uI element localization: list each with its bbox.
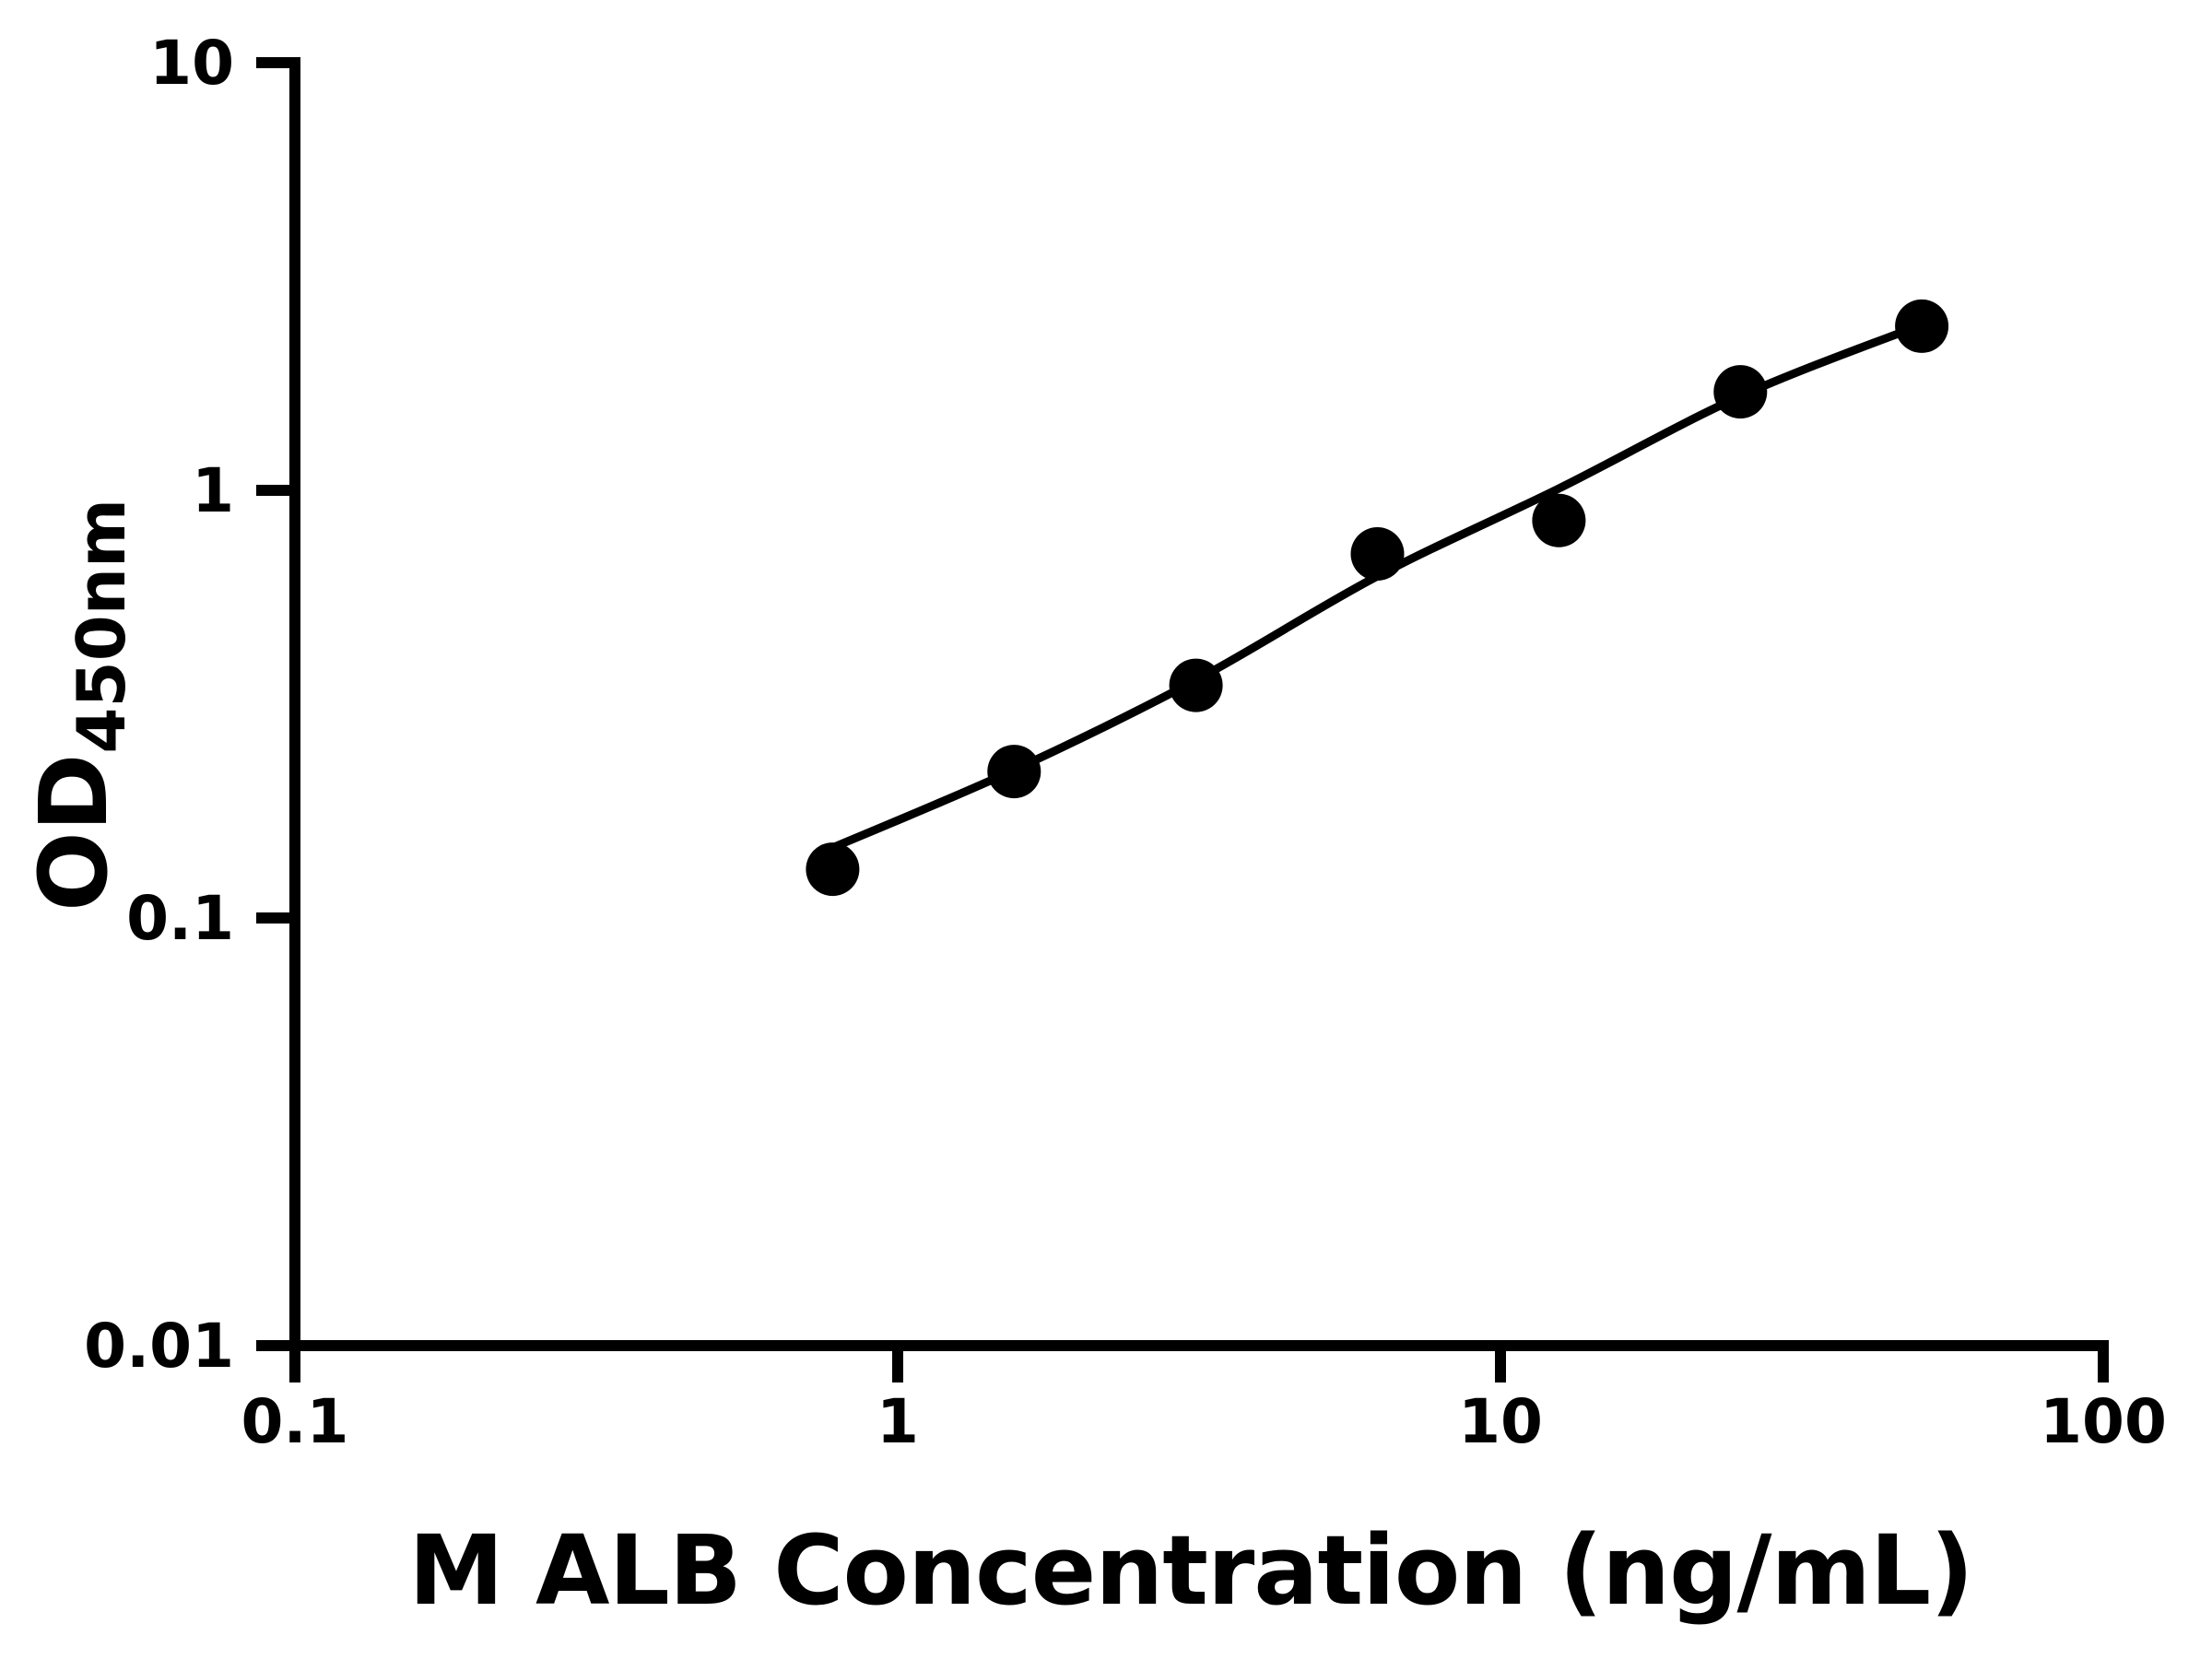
y-axis-title-subscript: 450nm xyxy=(63,499,140,754)
data-point xyxy=(1713,365,1768,419)
plot-area xyxy=(806,299,1949,897)
y-tick-label: 1 xyxy=(192,455,234,526)
x-axis-title: M ALB Concentration (ng/mL) xyxy=(408,1514,1972,1627)
data-point xyxy=(1895,299,1949,353)
axes xyxy=(256,57,2109,1382)
y-tick-label: 0.01 xyxy=(84,1311,234,1382)
data-point xyxy=(1169,658,1223,712)
y-tick-label: 0.1 xyxy=(126,883,234,954)
x-tick-label: 100 xyxy=(2040,1386,2167,1457)
y-tick-label: 10 xyxy=(149,28,234,99)
x-tick-label: 10 xyxy=(1458,1386,1543,1457)
y-axis-title-main: OD xyxy=(19,754,129,912)
data-point xyxy=(1350,527,1405,581)
data-point xyxy=(806,842,860,897)
y-axis-title: OD450nm xyxy=(19,499,140,912)
data-point xyxy=(987,745,1041,799)
tick-marks xyxy=(256,57,2109,1382)
data-point xyxy=(1532,493,1586,547)
x-tick-label: 1 xyxy=(877,1386,919,1457)
x-tick-label: 0.1 xyxy=(241,1386,349,1457)
